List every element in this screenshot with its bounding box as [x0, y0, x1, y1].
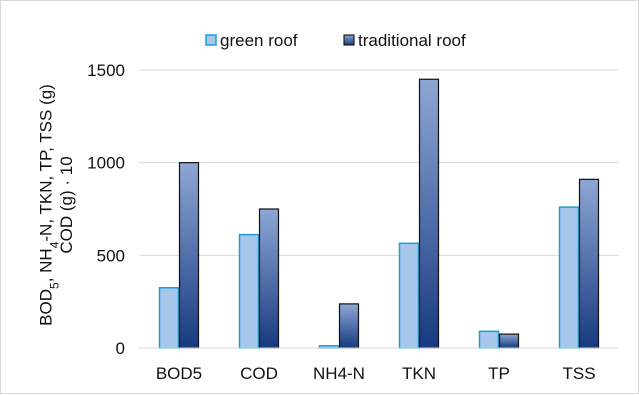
bar-traditional-roof: [498, 333, 520, 349]
legend: green roof traditional roof: [205, 31, 466, 50]
y-axis-label-subscript: 5: [48, 282, 62, 289]
bar-traditional-roof: [578, 178, 600, 349]
bar-green-roof: [558, 206, 580, 349]
legend-swatch: [205, 34, 217, 46]
axes: 0 500 1000 1500 BOD5 COD NH4-N TKN TP TSS: [87, 61, 619, 383]
legend-label: green roof: [220, 31, 298, 50]
y-tick-label: 500: [97, 246, 125, 265]
bar-traditional-roof: [258, 208, 280, 349]
bar-traditional-roof: [418, 78, 440, 349]
y-axis-label-line-2: COD (g) · 10: [57, 156, 76, 253]
gridlines: [139, 69, 619, 349]
x-tick-label: TSS: [562, 364, 595, 383]
bar-green-roof: [478, 330, 500, 349]
y-tick-label: 0: [116, 339, 125, 358]
y-axis-label-line-1: BOD5, NH4-N, TKN, TP, TSS (g): [37, 84, 62, 326]
y-axis-label-subscript: 4: [48, 241, 62, 248]
y-axis-label-part: BOD: [37, 289, 56, 326]
bar-traditional-roof: [178, 162, 200, 349]
bar-green-roof: [398, 242, 420, 349]
legend-label: traditional roof: [358, 31, 466, 50]
bar-traditional-roof: [338, 303, 360, 349]
legend-swatch: [343, 34, 355, 46]
x-tick-label: TP: [488, 364, 510, 383]
y-axis-label-part: -N, TKN, TP, TSS (g): [37, 84, 56, 241]
bars: [158, 78, 600, 349]
y-axis-label: BOD5, NH4-N, TKN, TP, TSS (g)COD (g) · 1…: [37, 84, 76, 326]
x-tick-label: BOD5: [156, 364, 202, 383]
x-tick-label: NH4-N: [313, 364, 365, 383]
bar-green-roof: [158, 287, 180, 349]
x-tick-label: COD: [240, 364, 278, 383]
y-tick-label: 1000: [87, 154, 125, 173]
y-tick-label: 1500: [87, 61, 125, 80]
y-axis-label-part: , NH: [37, 248, 56, 282]
bar-green-roof: [238, 233, 260, 349]
x-tick-label: TKN: [402, 364, 436, 383]
